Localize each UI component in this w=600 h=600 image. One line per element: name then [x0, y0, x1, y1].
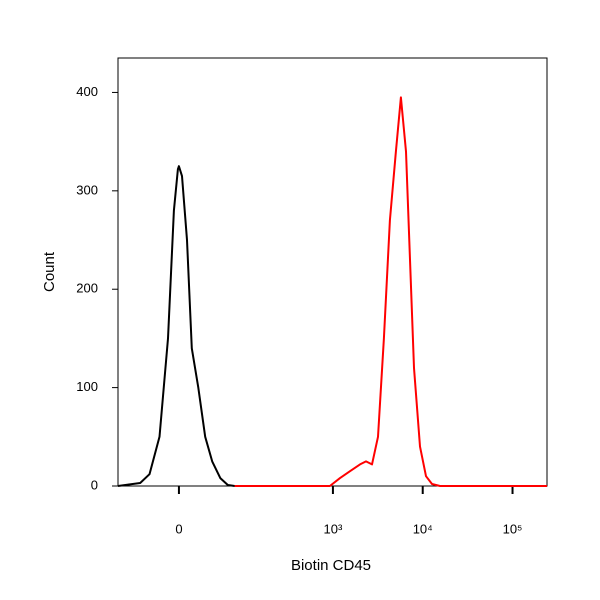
y-tick-label: 400 — [76, 84, 98, 99]
y-axis-label: Count — [41, 251, 58, 292]
y-tick-label: 100 — [76, 379, 98, 394]
y-tick-label: 200 — [76, 281, 98, 296]
x-tick-label: 10⁴ — [413, 521, 433, 536]
plot-frame — [117, 57, 548, 487]
x-axis-label: Biotin CD45 — [291, 557, 371, 574]
series-line — [117, 165, 235, 487]
x-tick-label: 0 — [175, 521, 182, 536]
x-tick-label: 10³ — [324, 521, 343, 536]
y-tick-label: 300 — [76, 182, 98, 197]
y-tick-label: 0 — [91, 477, 98, 492]
x-tick-label: 10⁵ — [503, 521, 523, 536]
series-line — [234, 96, 547, 487]
